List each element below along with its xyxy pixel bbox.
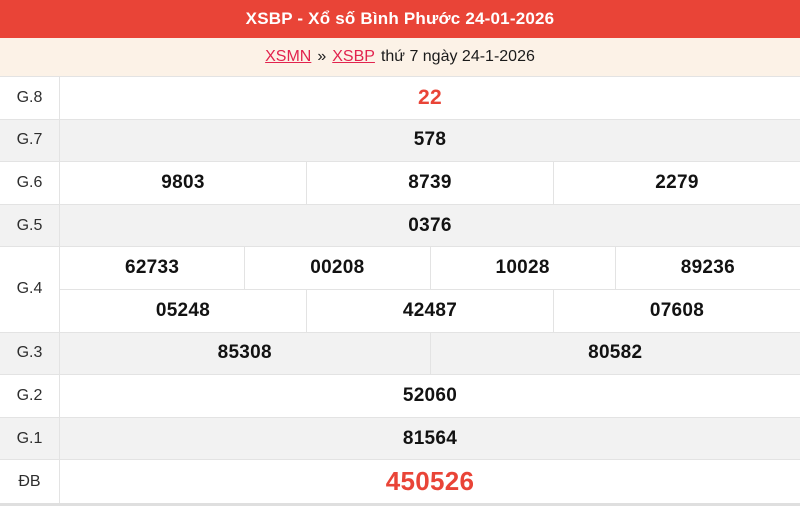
prize-label: G.8 — [0, 77, 60, 119]
prize-row-g7: G.7 578 — [0, 119, 800, 163]
prize-number: 85308 — [217, 342, 272, 364]
prize-number: 52060 — [402, 384, 458, 406]
prize-number: 8739 — [306, 162, 553, 204]
prize-row-g6: G.6 9803 8739 2279 — [0, 162, 800, 205]
prize-number: 578 — [413, 129, 447, 151]
results-table: G.8 22 G.7 578 G.6 9803 8739 2279 G.5 03… — [0, 76, 800, 503]
prize-number: 05248 — [155, 299, 211, 321]
prize-number: 00208 — [244, 247, 429, 289]
breadcrumb: XSMN » XSBP thứ 7 ngày 24-1-2026 — [0, 38, 800, 76]
prize-row-g5: G.5 0376 — [0, 204, 800, 248]
breadcrumb-link-xsbp[interactable]: XSBP — [332, 48, 375, 65]
breadcrumb-separator: » — [317, 48, 327, 65]
prize-number: 0376 — [408, 214, 452, 236]
prize-number: 2279 — [553, 162, 800, 204]
prize-label: G.2 — [0, 375, 60, 417]
title-bar: XSBP - Xổ số Bình Phước 24-01-2026 — [0, 0, 800, 38]
prize-row-db: ĐB 450526 — [0, 460, 800, 503]
prize-label: ĐB — [0, 460, 60, 503]
breadcrumb-link-xsmn[interactable]: XSMN — [265, 48, 312, 65]
prize-number: 89236 — [614, 247, 800, 289]
breadcrumb-date-text: thứ 7 ngày 24-1-2026 — [380, 48, 535, 65]
prize-number: 42487 — [306, 289, 553, 332]
prize-row-g4: G.4 62733 00208 10028 89236 05248 42487 … — [0, 247, 800, 333]
prize-row-g3: G.3 85308 80582 — [0, 332, 800, 376]
prize-label: G.6 — [0, 162, 60, 204]
prize-number: 80582 — [429, 332, 800, 375]
prize-number: 10028 — [429, 247, 615, 289]
prize-number: 07608 — [553, 289, 800, 332]
prize-row-g2: G.2 52060 — [0, 375, 800, 418]
prize-label: G.5 — [0, 204, 60, 247]
page-title: XSBP - Xổ số Bình Phước 24-01-2026 — [245, 9, 555, 28]
prize-label: G.1 — [0, 417, 60, 460]
prize-label: G.4 — [0, 247, 60, 332]
prize-number: 450526 — [385, 466, 475, 497]
prize-row-g8: G.8 22 — [0, 77, 800, 120]
page-bottom-strip — [0, 503, 800, 506]
prize-label: G.3 — [0, 332, 60, 375]
prize-number: 81564 — [402, 427, 458, 449]
prize-number: 22 — [418, 85, 442, 109]
prize-label: G.7 — [0, 119, 60, 162]
prize-number: 62733 — [124, 257, 180, 279]
prize-number: 9803 — [161, 171, 205, 193]
prize-row-g1: G.1 81564 — [0, 417, 800, 461]
